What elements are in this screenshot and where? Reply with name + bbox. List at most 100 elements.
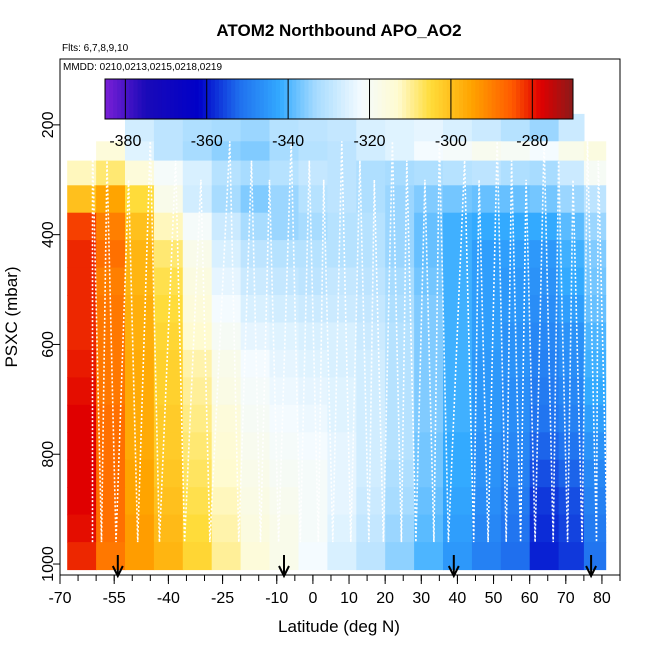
colorbar-swatch (300, 79, 305, 119)
plot-frame (59, 58, 621, 576)
heatmap-cell (356, 295, 386, 323)
heatmap-cell (443, 459, 473, 488)
colorbar-swatch (174, 79, 179, 119)
colorbar-swatch (410, 79, 415, 119)
colorbar-swatch (520, 79, 525, 119)
heatmap-cell (529, 542, 560, 571)
colorbar-swatch (345, 79, 350, 119)
heatmap-cell (96, 459, 126, 488)
heatmap-cell (125, 377, 155, 406)
chart-title: ATOM2 Northbound APO_AO2 (216, 21, 461, 40)
heatmap-cell (125, 404, 155, 433)
colorbar-swatch (414, 79, 419, 119)
colorbar-swatch (381, 79, 387, 119)
heatmap-cell (558, 487, 585, 516)
colorbar-swatch (166, 79, 171, 119)
heatmap-cell (356, 542, 386, 571)
colorbar-swatch (145, 79, 151, 119)
colorbar-swatch (495, 79, 501, 119)
heatmap-cell (96, 141, 126, 162)
heatmap-cell (500, 377, 531, 406)
colorbar-swatch (398, 79, 403, 119)
colorbar-tick-label: -300 (435, 133, 467, 150)
heatmap-cell (471, 212, 502, 241)
heatmap-cell (96, 160, 126, 186)
heatmap-cell (182, 267, 213, 296)
colorbar-swatch (113, 79, 118, 119)
heatmap-cell (182, 404, 213, 433)
heatmap-cell (269, 240, 299, 269)
colorbar-swatch (426, 79, 431, 119)
heatmap-cell (211, 141, 242, 162)
colorbar-swatch (524, 79, 529, 119)
colorbar-swatch (288, 79, 293, 119)
heatmap-cell (269, 514, 299, 543)
heatmap-cell (443, 240, 473, 269)
heatmap-cell (583, 487, 607, 516)
colorbar-swatch (105, 79, 110, 119)
heatmap-cell (327, 377, 357, 406)
heatmap-cell (240, 542, 271, 571)
colorbar-swatch (491, 79, 497, 119)
colorbar-tick-label: -340 (272, 133, 304, 150)
heatmap-cell (471, 267, 502, 296)
heatmap-cell (356, 267, 386, 296)
colorbar-swatch (544, 79, 549, 119)
heatmap-cell (125, 542, 155, 571)
y-axis: 200 400 600 800 1000 (40, 111, 60, 582)
colorbar-swatch (161, 79, 167, 119)
latitude-arrows (111, 555, 597, 579)
colorbar-swatch (516, 79, 521, 119)
heatmap-cell (269, 322, 299, 351)
colorbar-swatch (511, 79, 517, 119)
heatmap-cell (471, 542, 502, 571)
colorbar-swatch (312, 79, 318, 119)
heatmap-cell (182, 514, 213, 543)
heatmap-cell (125, 322, 155, 351)
latitude-arrow-head (278, 565, 290, 579)
y-tick-label: 400 (40, 221, 57, 248)
heatmap-cell (240, 185, 271, 214)
heatmap-cell (211, 349, 242, 378)
flight-track-lines (91, 141, 609, 543)
x-tick-label: 20 (376, 590, 394, 607)
colorbar-swatch (170, 79, 175, 119)
colorbar-swatch (552, 79, 558, 119)
colorbar-swatch (487, 79, 493, 119)
colorbar-swatch (454, 79, 460, 119)
colorbar-swatch (198, 79, 204, 119)
heatmap-cell (583, 377, 607, 406)
heatmap-cell (211, 322, 242, 351)
flights-note: Flts: 6,7,8,9,10 (62, 43, 129, 54)
heatmap-cell (414, 514, 444, 543)
heatmap-cell (240, 514, 271, 543)
heatmap-cell (211, 514, 242, 543)
heatmap-cell (385, 212, 415, 241)
heatmap-cell (327, 240, 357, 269)
heatmap-cell (414, 459, 444, 488)
heatmap-cell (583, 404, 607, 433)
y-tick-label: 800 (40, 441, 57, 468)
y-tick-label: 600 (40, 331, 57, 358)
heatmap-cell (414, 542, 444, 571)
heatmap-cell (327, 295, 357, 323)
x-tick-label: -10 (265, 590, 288, 607)
heatmap-cell (327, 322, 357, 351)
colorbar-tick-label: -360 (191, 133, 223, 150)
colorbar-swatch (422, 79, 427, 119)
x-axis-label: Latitude (deg N) (278, 617, 400, 636)
colorbar-swatch (377, 79, 383, 119)
x-tick-label: -25 (211, 590, 234, 607)
colorbar-tick-label: -380 (109, 133, 141, 150)
heatmap-cell (327, 267, 357, 296)
heatmap-cell (269, 185, 299, 214)
heatmap-cell (125, 240, 155, 269)
heatmap-cell (240, 404, 271, 433)
colorbar-swatch (239, 79, 244, 119)
colorbar-swatch (186, 79, 191, 119)
latitude-arrow-head (447, 565, 460, 579)
heatmap-cell (583, 322, 607, 351)
colorbar-swatch (292, 79, 297, 119)
flight-profile-trace (91, 141, 609, 543)
